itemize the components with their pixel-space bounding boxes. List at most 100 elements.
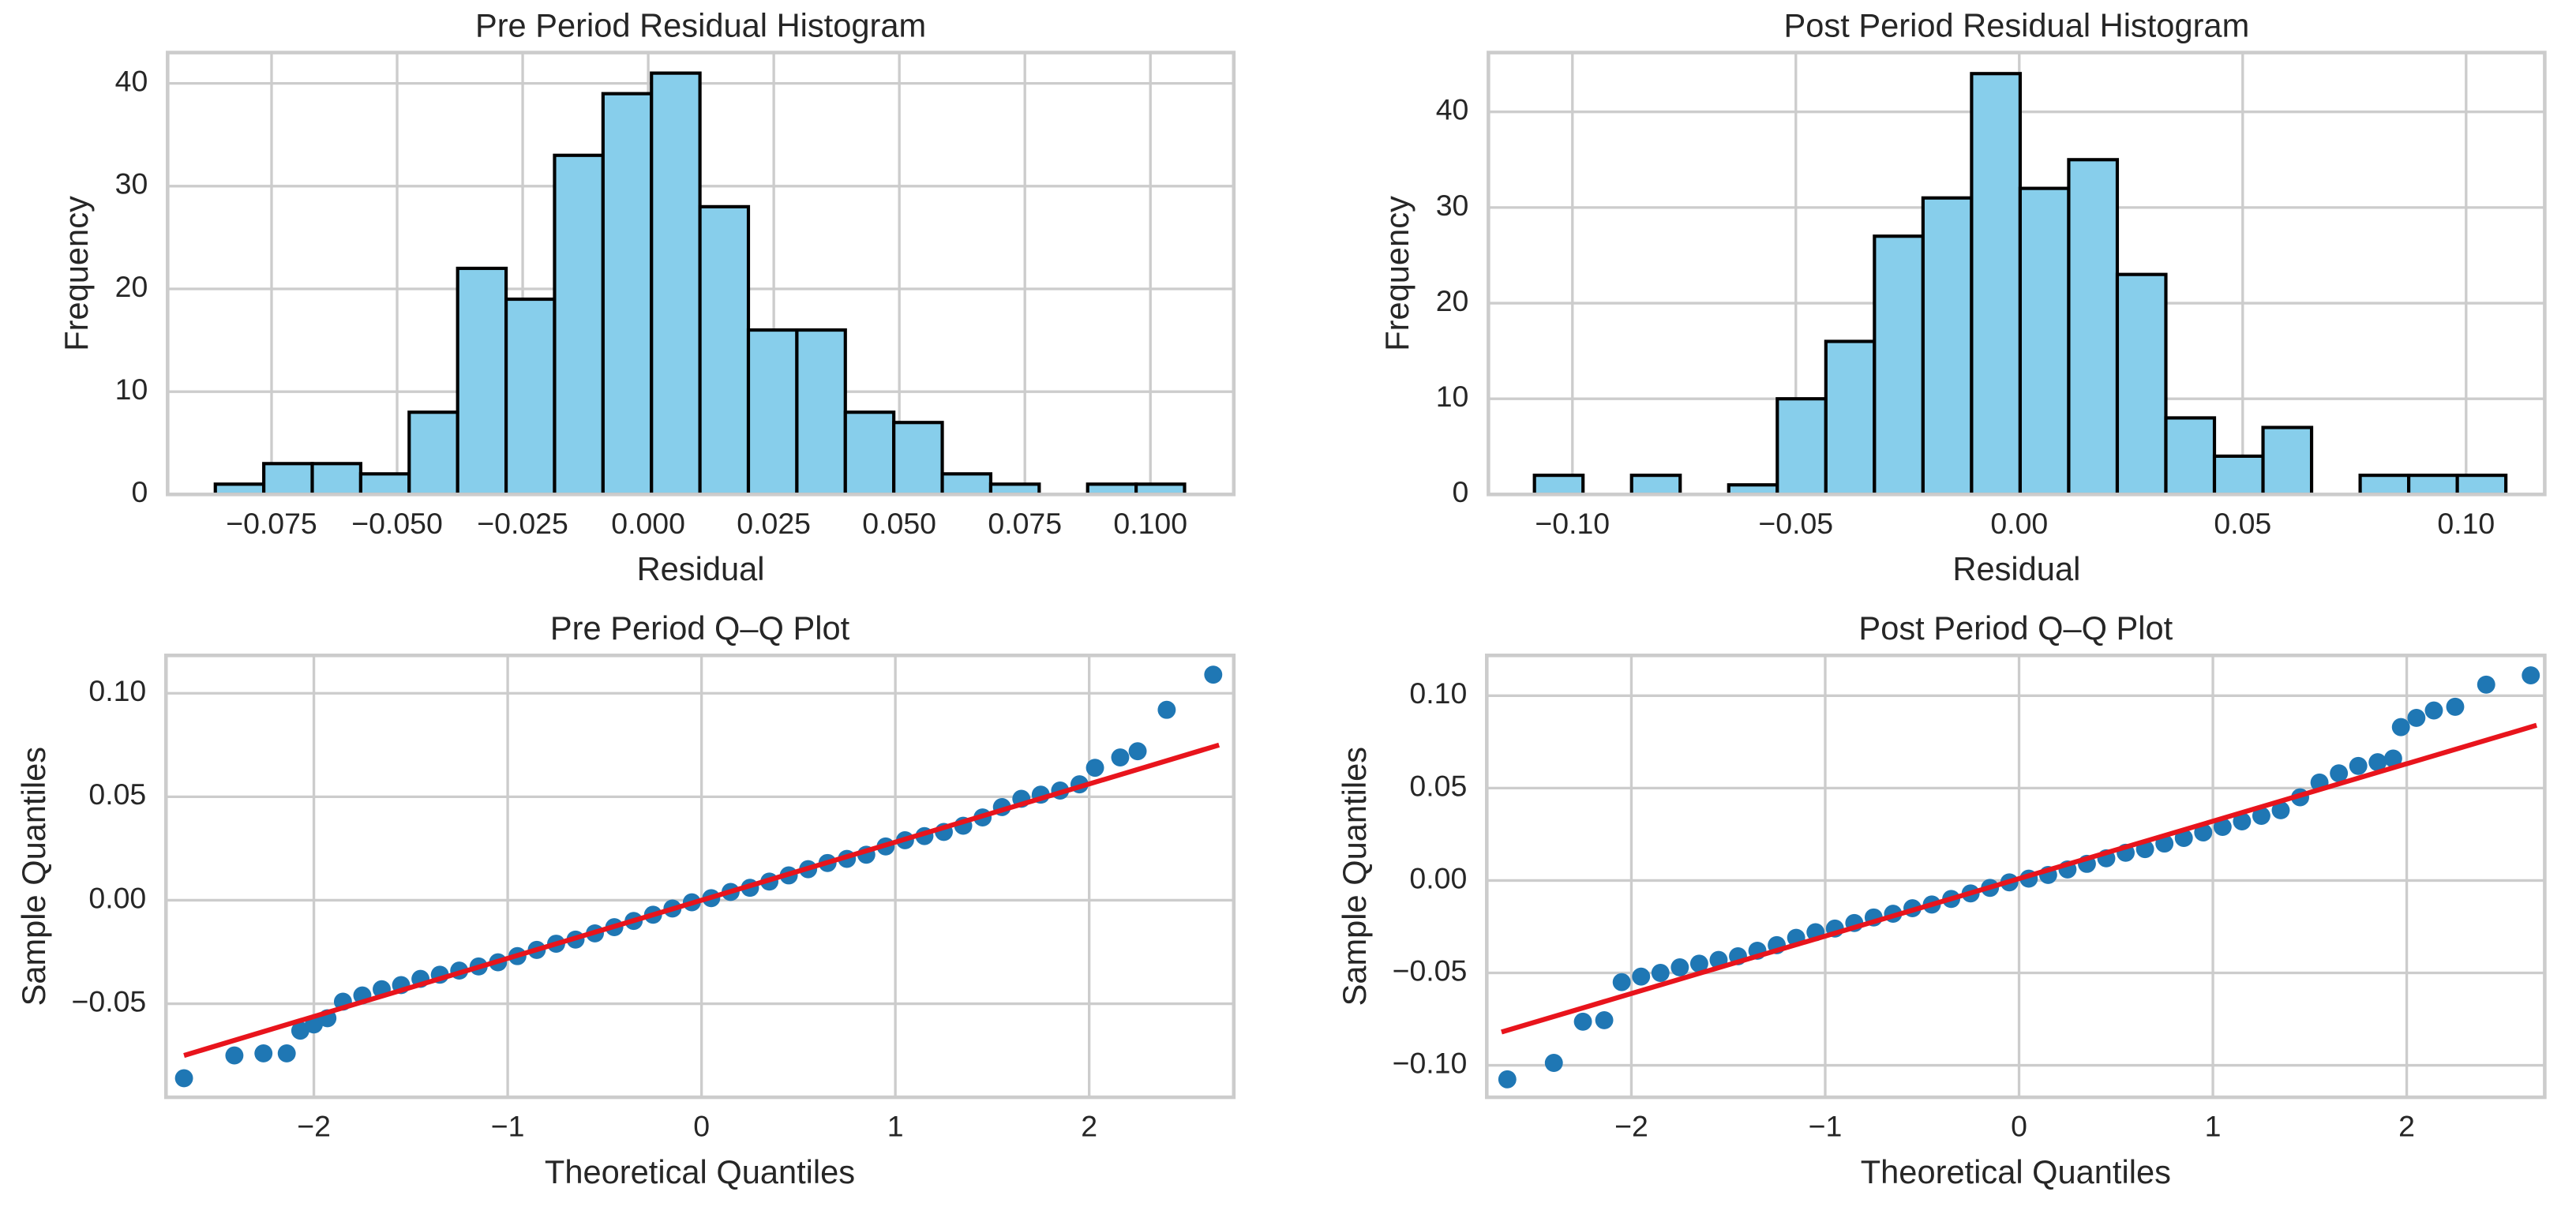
x-tick-label: 0.05	[2214, 507, 2271, 540]
x-tick-label: 0	[2011, 1109, 2027, 1142]
point	[2522, 666, 2540, 685]
y-axis-label: Sample Quantiles	[15, 747, 52, 1006]
point	[1632, 967, 1651, 986]
x-tick-label: 0.075	[988, 507, 1062, 540]
y-tick-label: 20	[1436, 284, 1469, 317]
bar	[2212, 454, 2265, 497]
x-axis-label: Theoretical Quantiles	[1861, 1153, 2171, 1190]
point	[2424, 701, 2443, 720]
bar	[358, 472, 411, 497]
bar	[2164, 416, 2217, 497]
bar	[2455, 474, 2508, 497]
axes-frame	[1487, 51, 2547, 497]
bar	[1970, 72, 2022, 497]
x-tick-label: 2	[1081, 1109, 1097, 1142]
axes-frame	[163, 653, 1236, 1100]
x-tick-label: −2	[1614, 1109, 1648, 1142]
point	[2252, 807, 2270, 825]
reference-line	[1501, 722, 2537, 1035]
point	[2391, 718, 2410, 736]
y-tick-label: 0	[1453, 475, 1469, 508]
point	[1128, 742, 1147, 761]
x-tick-label: 0.050	[862, 507, 936, 540]
x-tick-label: 0.00	[1990, 507, 2048, 540]
x-tick-label: −0.05	[1758, 507, 1833, 540]
bar	[2018, 186, 2071, 497]
bar	[2067, 158, 2120, 497]
bar	[2407, 474, 2459, 497]
bar	[310, 462, 362, 497]
bar	[795, 328, 847, 497]
bar	[2358, 474, 2411, 497]
y-tick-label: 30	[1436, 189, 1469, 222]
point	[225, 1046, 244, 1065]
y-tick-label: 0.00	[1409, 861, 1467, 894]
x-tick-label: −1	[1809, 1109, 1843, 1142]
panel: −2 −1 0 1 2 −0.10 −0.05 0.00 0.05 0.10 Post Period…	[1336, 609, 2547, 1190]
axes-frame	[166, 51, 1236, 497]
bar	[1629, 474, 1682, 497]
y-tick-label: 0.05	[1409, 769, 1467, 802]
x-tick-label: 1	[2205, 1109, 2222, 1142]
title: Pre Period Residual Histogram	[475, 6, 926, 43]
point	[2330, 764, 2349, 783]
bar	[843, 410, 896, 497]
point	[1689, 954, 1708, 973]
bar	[504, 297, 557, 497]
y-axis-label: Frequency	[1378, 196, 1415, 351]
y-tick-label: 0.00	[88, 881, 146, 914]
point	[2368, 753, 2387, 772]
point	[1498, 1070, 1517, 1089]
x-tick-label: −0.025	[477, 507, 568, 540]
x-tick-label: 0.025	[737, 507, 811, 540]
point	[1595, 1010, 1614, 1029]
bar	[1873, 234, 1925, 497]
x-tick-label: −0.10	[1535, 507, 1610, 540]
panel: −2 −1 0 1 2 −0.05 0.00 0.05 0.10 Pre Period Q–Q P…	[15, 609, 1236, 1190]
y-tick-label: 20	[115, 270, 148, 303]
bar	[892, 421, 944, 497]
point	[1086, 759, 1104, 778]
x-axis-label: Theoretical Quantiles	[545, 1153, 855, 1190]
x-tick-label: −0.050	[351, 507, 443, 540]
bar	[1921, 196, 1974, 497]
x-tick-label: 0.100	[1113, 507, 1187, 540]
bar	[456, 266, 508, 497]
bar	[553, 153, 605, 497]
y-axis-label: Frequency	[58, 196, 95, 351]
point	[2349, 756, 2368, 775]
x-axis-label: Residual	[637, 550, 765, 587]
x-tick-label: 0.10	[2437, 507, 2495, 540]
bar	[746, 328, 799, 497]
bar	[2115, 272, 2168, 497]
point	[1544, 1054, 1563, 1072]
bar	[1532, 474, 1585, 497]
reference-line	[183, 742, 1221, 1059]
point	[1651, 964, 1670, 982]
point	[254, 1044, 273, 1062]
y-tick-label: 40	[1436, 93, 1469, 126]
x-tick-label: −0.075	[226, 507, 317, 540]
x-tick-label: −1	[491, 1109, 525, 1142]
point	[1573, 1012, 1592, 1031]
x-tick-label: −2	[297, 1109, 331, 1142]
point	[2477, 675, 2495, 694]
y-tick-label: −0.10	[1393, 1046, 1468, 1079]
bar	[1824, 339, 1877, 497]
point	[2213, 818, 2232, 836]
x-tick-label: 1	[887, 1109, 904, 1142]
bar	[650, 71, 702, 497]
point	[2446, 697, 2465, 716]
y-tick-label: 10	[115, 373, 148, 406]
panel: −0.075 −0.050 −0.025 0.000 0.025 0.050 0.075 0.…	[58, 6, 1236, 587]
bar	[407, 410, 459, 497]
point	[2407, 708, 2426, 727]
x-tick-label: 0.000	[611, 507, 685, 540]
point	[174, 1069, 193, 1088]
point	[291, 1021, 309, 1040]
point	[2233, 812, 2252, 830]
bar	[940, 472, 993, 497]
y-tick-label: 0.10	[1409, 676, 1467, 710]
y-tick-label: −0.05	[1393, 954, 1468, 987]
